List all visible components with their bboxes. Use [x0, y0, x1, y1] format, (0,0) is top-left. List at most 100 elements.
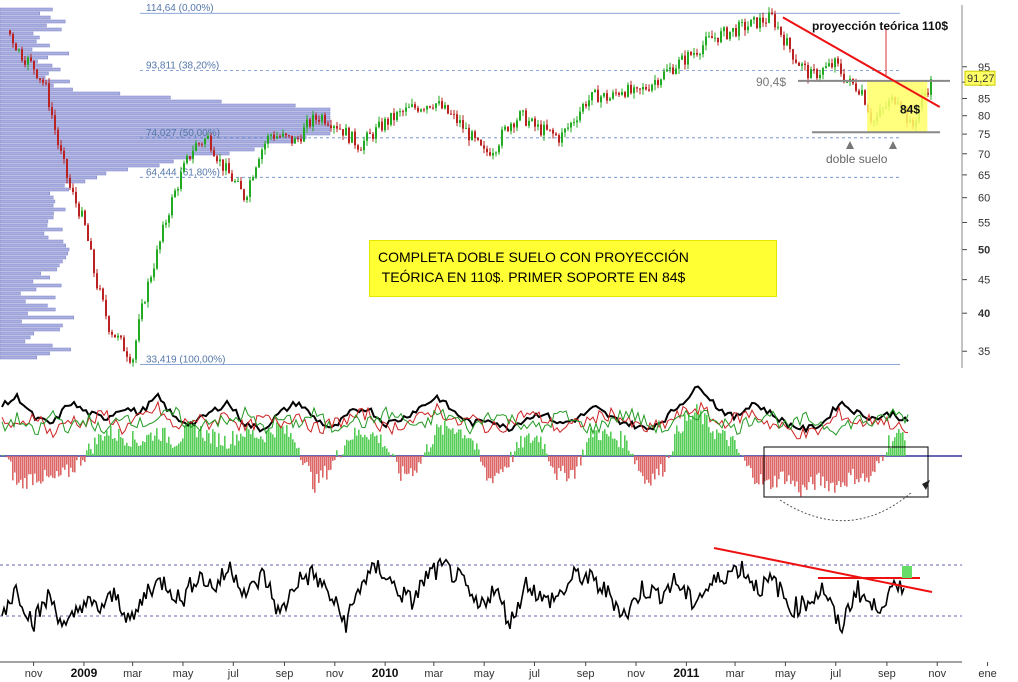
fib-level-label: 74,027 (50,00%): [146, 128, 220, 139]
oscillator-bar: [750, 456, 752, 469]
oscillator-bar: [170, 444, 172, 456]
oscillator-bar: [716, 429, 718, 456]
price-candle: [474, 131, 476, 138]
oscillator-bar: [228, 448, 230, 456]
oscillator-bar: [320, 456, 322, 471]
oscillator-bar: [784, 456, 786, 485]
oscillator-bar: [642, 456, 644, 477]
oscillator-bar: [572, 456, 574, 470]
oscillator-bar: [478, 449, 480, 456]
price-candle: [363, 140, 365, 151]
oscillator-bar: [372, 432, 374, 456]
oscillator-bar: [414, 456, 416, 471]
volume-profile-bar: [0, 31, 34, 36]
oscillator-bar: [644, 456, 646, 484]
last-price-tag: [964, 70, 996, 86]
volume-profile-bar: [0, 347, 71, 352]
price-candle: [138, 319, 140, 341]
y-tick-label: 45: [978, 275, 990, 287]
oscillator-bar: [496, 456, 498, 473]
oscillator-bar: [380, 434, 382, 456]
oscillator-bar: [542, 449, 544, 456]
price-candle: [642, 87, 644, 90]
oscillator-bar: [516, 441, 518, 456]
oscillator-bar: [874, 456, 876, 473]
oscillator-bar: [714, 439, 716, 456]
oscillator-bar: [828, 456, 830, 492]
oscillator-bar: [718, 432, 720, 456]
momentum-trendline: [713, 547, 933, 593]
price-candle: [300, 138, 302, 142]
oscillator-bar: [184, 425, 186, 456]
oscillator-bar: [436, 424, 438, 456]
x-tick-label: sep: [577, 668, 595, 680]
price-candle: [660, 79, 662, 86]
price-candle: [42, 79, 44, 83]
oscillator-bar: [162, 428, 164, 456]
oscillator-bar: [178, 443, 180, 456]
x-tick-label: jul: [227, 668, 239, 680]
oscillator-bar: [574, 456, 576, 479]
x-tick-label: jul: [528, 668, 540, 680]
oscillator-bar: [504, 456, 506, 467]
oscillator-bar: [348, 440, 350, 456]
oscillator-bar: [680, 433, 682, 456]
x-tick-label: 2010: [372, 666, 399, 680]
price-candle: [627, 84, 629, 97]
oscillator-bar: [526, 435, 528, 456]
price-candle: [573, 122, 575, 124]
oscillator-bar: [702, 424, 704, 456]
curve-arrow: [779, 491, 913, 522]
price-candle: [819, 74, 821, 79]
oscillator-bar: [54, 456, 56, 479]
price-candle: [417, 107, 419, 112]
oscillator-bar: [548, 456, 550, 462]
x-tick-label: may: [474, 668, 495, 680]
oscillator-bar: [818, 456, 820, 473]
price-candle: [435, 103, 437, 108]
oscillator-bar: [536, 435, 538, 456]
y-tick-label: 55: [978, 217, 990, 229]
oscillator-bar: [206, 430, 208, 456]
oscillator-bar: [580, 456, 582, 466]
price-candle: [399, 111, 401, 113]
oscillator-bar: [264, 442, 266, 456]
price-candle: [57, 129, 59, 146]
price-candle: [99, 288, 101, 290]
price-candle: [522, 110, 524, 112]
price-candle: [864, 90, 866, 105]
price-candle: [150, 277, 152, 282]
volume-profile-bar: [0, 231, 45, 236]
oscillator-bar: [382, 447, 384, 456]
price-candle: [408, 106, 410, 108]
price-candle: [177, 188, 179, 191]
price-candle: [93, 249, 95, 274]
oscillator-bar: [810, 456, 812, 477]
oscillator-bar: [120, 437, 122, 456]
oscillator-bar: [592, 437, 594, 456]
price-candle: [414, 104, 416, 108]
oscillator-bar: [672, 451, 674, 456]
volume-profile-bar: [0, 311, 28, 316]
price-candle: [459, 120, 461, 123]
oscillator-bar: [356, 435, 358, 456]
oscillator-bar: [812, 456, 814, 485]
volume-profile-bar: [0, 219, 49, 224]
volume-profile-bar: [0, 171, 107, 176]
volume-profile-bar: [0, 139, 295, 144]
oscillator-bar: [368, 439, 370, 456]
oscillator-bar: [460, 429, 462, 456]
price-candle: [549, 129, 551, 131]
price-candle: [930, 79, 932, 95]
oscillator-bar: [872, 456, 874, 472]
volume-profile-bar: [0, 143, 267, 148]
price-candle: [360, 149, 362, 151]
oscillator-bar: [880, 456, 882, 457]
price-candle: [204, 138, 206, 145]
oscillator-bar: [870, 456, 872, 476]
oscillator-bar: [814, 456, 816, 490]
price-candle: [774, 13, 776, 28]
price-candle: [192, 151, 194, 159]
oscillator-bar: [474, 449, 476, 456]
price-candle: [186, 156, 188, 164]
